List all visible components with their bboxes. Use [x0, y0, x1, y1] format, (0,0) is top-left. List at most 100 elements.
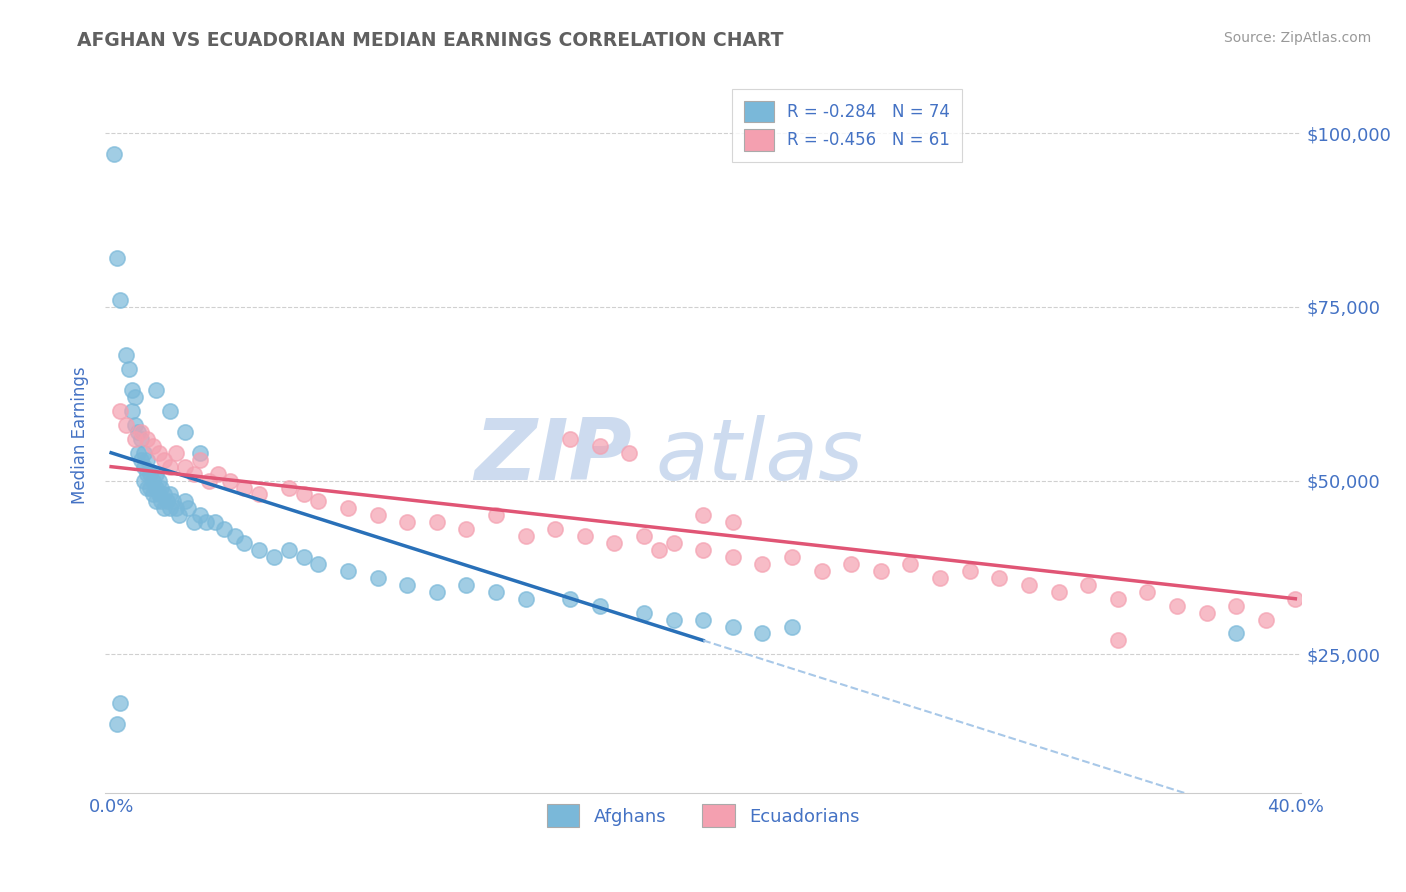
Point — [692, 508, 714, 523]
Point — [900, 557, 922, 571]
Text: AFGHAN VS ECUADORIAN MEDIAN EARNINGS CORRELATION CHART: AFGHAN VS ECUADORIAN MEDIAN EARNINGS COR… — [77, 31, 783, 50]
Point — [233, 536, 256, 550]
Point — [515, 591, 537, 606]
Point — [721, 619, 744, 633]
Point — [138, 467, 160, 481]
Point — [633, 606, 655, 620]
Point — [721, 549, 744, 564]
Point — [1166, 599, 1188, 613]
Point — [336, 501, 359, 516]
Point — [870, 564, 893, 578]
Point — [662, 613, 685, 627]
Point — [108, 293, 131, 307]
Point — [127, 425, 149, 439]
Point — [174, 425, 197, 439]
Point — [307, 557, 329, 571]
Point — [145, 467, 167, 481]
Point — [751, 626, 773, 640]
Point — [135, 452, 157, 467]
Point — [780, 549, 803, 564]
Point — [150, 481, 173, 495]
Point — [129, 425, 152, 439]
Point — [105, 251, 128, 265]
Point — [153, 501, 176, 516]
Point — [129, 452, 152, 467]
Point — [153, 487, 176, 501]
Point — [336, 564, 359, 578]
Point — [247, 543, 270, 558]
Point — [162, 494, 184, 508]
Point — [159, 487, 181, 501]
Point — [135, 481, 157, 495]
Point — [188, 452, 211, 467]
Point — [648, 543, 671, 558]
Point — [121, 383, 143, 397]
Point — [159, 501, 181, 516]
Point — [103, 147, 125, 161]
Point — [751, 557, 773, 571]
Text: Source: ZipAtlas.com: Source: ZipAtlas.com — [1223, 31, 1371, 45]
Point — [156, 494, 179, 508]
Point — [1136, 584, 1159, 599]
Point — [588, 439, 610, 453]
Point — [367, 508, 389, 523]
Point — [426, 516, 449, 530]
Point — [367, 571, 389, 585]
Point — [124, 432, 146, 446]
Legend: Afghans, Ecuadorians: Afghans, Ecuadorians — [540, 797, 868, 834]
Text: atlas: atlas — [655, 416, 863, 499]
Point — [148, 474, 170, 488]
Point — [662, 536, 685, 550]
Point — [780, 619, 803, 633]
Point — [1107, 591, 1129, 606]
Point — [188, 508, 211, 523]
Point — [1195, 606, 1218, 620]
Point — [1254, 613, 1277, 627]
Point — [142, 439, 165, 453]
Point — [198, 474, 221, 488]
Point — [292, 487, 315, 501]
Point — [132, 459, 155, 474]
Point — [959, 564, 981, 578]
Point — [456, 578, 478, 592]
Point — [218, 474, 240, 488]
Point — [633, 529, 655, 543]
Point — [588, 599, 610, 613]
Point — [188, 446, 211, 460]
Point — [233, 481, 256, 495]
Point — [1018, 578, 1040, 592]
Point — [721, 516, 744, 530]
Point — [485, 508, 508, 523]
Text: ZIP: ZIP — [474, 416, 631, 499]
Point — [148, 446, 170, 460]
Y-axis label: Median Earnings: Median Earnings — [72, 367, 89, 504]
Point — [1077, 578, 1099, 592]
Point — [558, 591, 581, 606]
Point — [132, 446, 155, 460]
Point — [263, 549, 285, 564]
Point — [105, 716, 128, 731]
Point — [544, 522, 567, 536]
Point — [204, 516, 226, 530]
Point — [138, 481, 160, 495]
Point — [177, 501, 200, 516]
Point — [145, 494, 167, 508]
Point — [810, 564, 832, 578]
Point — [426, 584, 449, 599]
Point — [167, 508, 190, 523]
Point — [135, 467, 157, 481]
Point — [207, 467, 229, 481]
Point — [1225, 599, 1247, 613]
Point — [307, 494, 329, 508]
Point — [988, 571, 1011, 585]
Point — [153, 452, 176, 467]
Point — [145, 383, 167, 397]
Point — [183, 516, 205, 530]
Point — [1225, 626, 1247, 640]
Point — [165, 446, 187, 460]
Point — [485, 584, 508, 599]
Point — [1284, 591, 1306, 606]
Point — [1107, 633, 1129, 648]
Point — [277, 543, 299, 558]
Point — [194, 516, 217, 530]
